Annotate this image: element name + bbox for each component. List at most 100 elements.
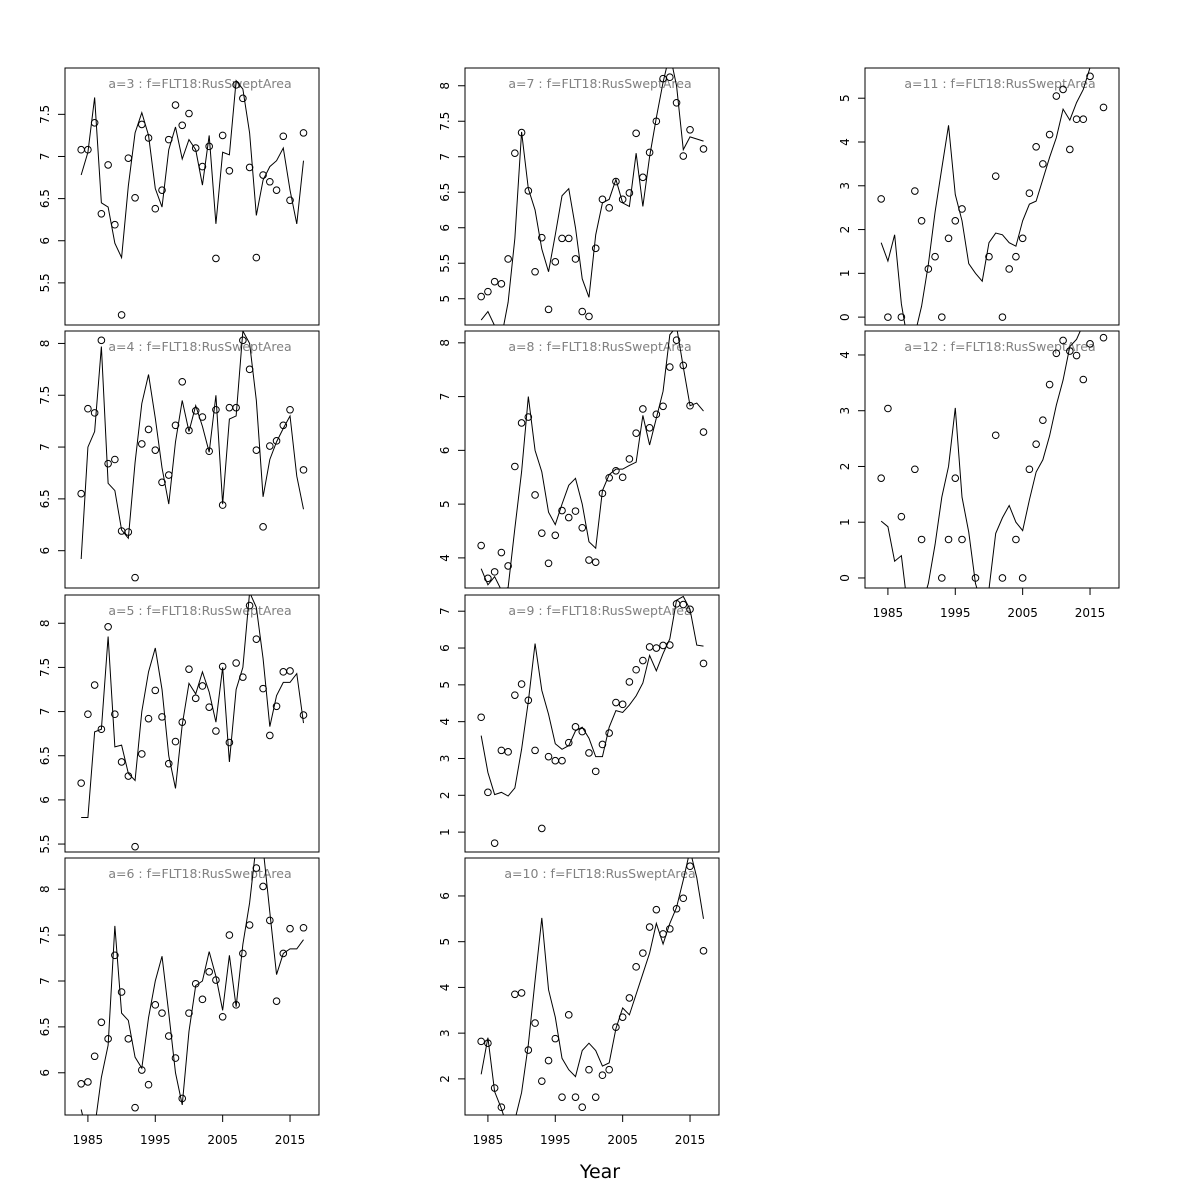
fitted-line (480, 68, 704, 325)
y-tick-label: 4 (838, 351, 852, 359)
data-point (90, 1052, 99, 1061)
panel-title: a=10 : f=FLT18:RusSweptArea (504, 866, 695, 881)
data-point (484, 287, 492, 296)
y-tick-label: 7 (38, 153, 52, 161)
data-point (477, 292, 485, 301)
data-point (158, 478, 166, 487)
data-point (571, 723, 580, 731)
data-point (958, 535, 966, 544)
panel: a=10 : f=FLT18:RusSweptArea 2 3 4 5 6 1985 1995… (438, 857, 720, 1147)
data-point (917, 535, 926, 544)
data-point (679, 152, 688, 160)
y-tick-label: 2 (838, 226, 852, 234)
panel-title: a=7 : f=FLT18:RusSweptArea (508, 76, 691, 91)
data-point (1025, 189, 1034, 198)
data-point (591, 767, 600, 776)
data-point (484, 574, 492, 583)
data-point (218, 1012, 227, 1021)
panel: a=6 : f=FLT18:RusSweptArea 6 6.5 7 7.5 8 1985 1… (38, 857, 320, 1147)
x-tick-label: 1995 (940, 606, 971, 620)
y-tick-label: 3 (838, 182, 852, 190)
data-point (1025, 465, 1034, 474)
data-point (504, 748, 512, 756)
data-point (639, 173, 647, 182)
data-point (1099, 333, 1108, 342)
y-tick-label: 5 (438, 295, 452, 303)
data-point (124, 154, 133, 162)
y-tick-label: 6 (38, 1069, 52, 1077)
data-point (77, 779, 85, 787)
data-point (77, 1079, 85, 1088)
panel-title: a=4 : f=FLT18:RusSweptArea (108, 339, 291, 354)
data-point (104, 622, 112, 631)
data-point (686, 605, 694, 614)
data-point (185, 665, 193, 673)
data-point (158, 1009, 166, 1017)
y-tick-label: 5.5 (38, 273, 52, 292)
y-tick-label: 1 (838, 270, 852, 278)
data-point (205, 142, 213, 151)
data-point (178, 377, 187, 386)
panel-frame (864, 330, 1120, 589)
y-tick-label: 5.5 (438, 254, 452, 273)
panel-title: a=8 : f=FLT18:RusSweptArea (508, 339, 691, 354)
data-point (90, 118, 99, 127)
data-point (517, 680, 526, 688)
data-point (679, 894, 688, 903)
y-tick-label: 6.5 (38, 746, 52, 765)
fitted-line (80, 858, 304, 1115)
data-point (1086, 72, 1094, 81)
data-point (1018, 574, 1027, 582)
data-point (286, 405, 294, 414)
panel: a=7 : f=FLT18:RusSweptArea 5 5.5 6 6.5 7 7.5 8 (438, 67, 720, 326)
y-tick-label: 1 (438, 828, 452, 836)
data-point (279, 949, 288, 958)
data-point (679, 600, 688, 609)
y-tick-label: 3 (838, 407, 852, 415)
data-point (151, 686, 160, 695)
data-point (998, 313, 1007, 321)
data-point (605, 1065, 613, 1074)
data-point (639, 405, 647, 413)
data-point (477, 713, 485, 722)
data-point (232, 659, 240, 667)
panel-frame (864, 67, 1120, 326)
y-tick-label: 4 (838, 138, 852, 146)
data-point (605, 204, 613, 212)
data-point (225, 167, 234, 175)
data-point (531, 1019, 539, 1027)
data-point (652, 644, 661, 652)
data-point (185, 426, 193, 435)
data-point (884, 313, 892, 321)
data-point (911, 465, 919, 474)
data-point (591, 1093, 600, 1101)
data-point (151, 1001, 160, 1009)
data-point (544, 752, 553, 761)
data-point (212, 405, 220, 414)
data-point (911, 187, 919, 195)
y-tick-label: 8 (38, 885, 52, 893)
data-point (672, 336, 681, 344)
y-tick-label: 7.5 (38, 658, 52, 677)
data-point (191, 694, 200, 703)
data-point (625, 994, 634, 1002)
y-tick-label: 6.5 (38, 489, 52, 508)
y-tick-label: 7 (38, 708, 52, 716)
data-point (1005, 265, 1013, 273)
data-point (551, 531, 560, 540)
y-tick-label: 3 (438, 1029, 452, 1037)
data-point (111, 455, 119, 464)
data-point (578, 1103, 587, 1112)
data-point (299, 129, 308, 137)
panel: a=3 : f=FLT18:RusSweptArea 5.5 6 6.5 7 7.5 (38, 67, 320, 326)
data-point (151, 204, 160, 213)
data-point (212, 254, 220, 263)
y-tick-label: 6 (38, 237, 52, 245)
data-point (591, 244, 600, 253)
y-tick-label: 5 (438, 681, 452, 689)
y-tick-label: 0 (838, 313, 852, 321)
data-point (266, 731, 274, 740)
y-tick-label: 8 (438, 339, 452, 347)
data-point (666, 73, 674, 82)
